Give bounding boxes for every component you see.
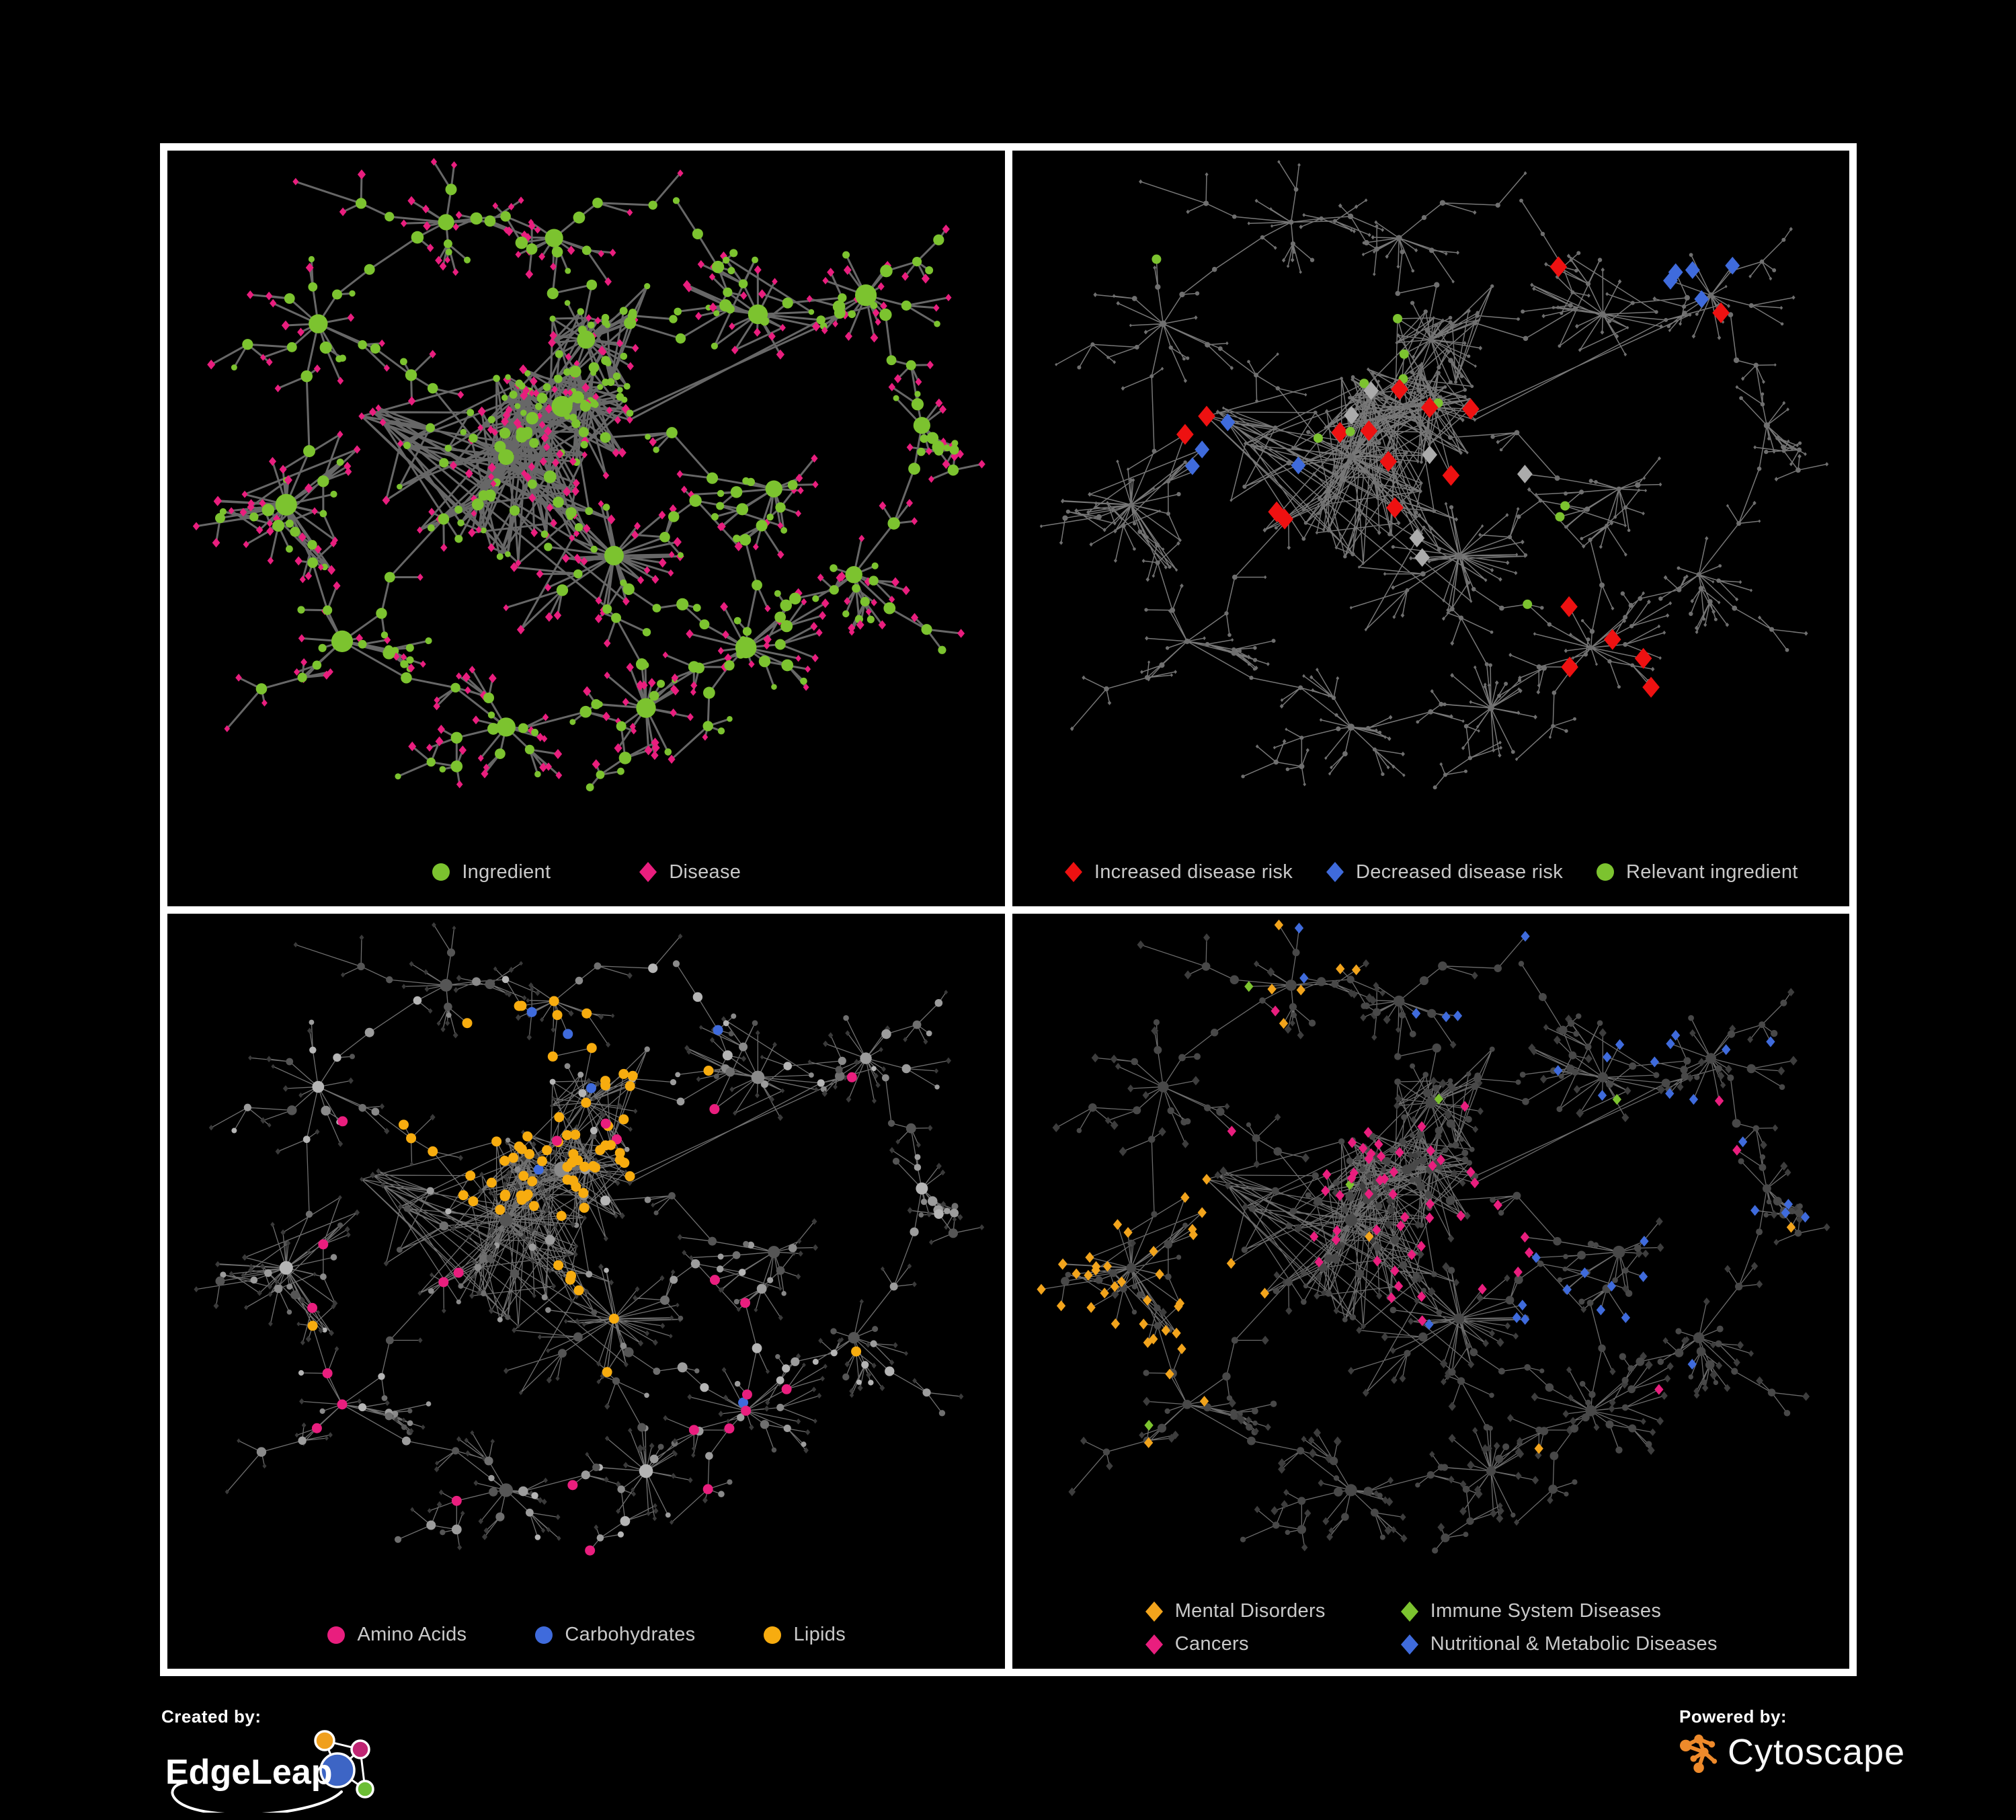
- edgeleap-glyph-nodes: [314, 1730, 374, 1798]
- legend-item-immune-system-diseases: Immune System Diseases: [1400, 1600, 1718, 1622]
- legend-item-relevant-ingredient: Relevant ingredient: [1595, 861, 1798, 883]
- edgeleap-wordmark: EdgeLeap: [165, 1753, 333, 1792]
- panel-disease-risk: Increased disease risk Decreased disease …: [1012, 151, 1850, 906]
- legend-label: Carbohydrates: [565, 1624, 696, 1645]
- legend-items: Increased disease risk Decreased disease …: [1063, 861, 1798, 883]
- diamond-swatch-icon: [1145, 1601, 1163, 1622]
- edges: [196, 924, 983, 1551]
- diamond-swatch-icon: [1400, 1634, 1418, 1655]
- disease-categories-legend: Mental Disorders Immune System Diseases Ca…: [1012, 1600, 1850, 1655]
- compound-classes-legend: Amino Acids Carbohydrates Lipids: [167, 1624, 1005, 1646]
- edgeleap-swoosh: [171, 1781, 343, 1813]
- powered-by-credit: Powered by:: [1679, 1706, 1905, 1773]
- diamond-swatch-icon: [1064, 862, 1082, 882]
- legend-label: Cancers: [1174, 1633, 1249, 1655]
- legend-item-carbohydrates: Carbohydrates: [534, 1624, 695, 1646]
- ingredient-disease-network: [192, 157, 985, 791]
- panel-disease-categories: Mental Disorders Immune System Diseases Ca…: [1012, 913, 1850, 1669]
- legend-label: Amino Acids: [357, 1624, 467, 1645]
- legend-item-cancers: Cancers: [1144, 1633, 1326, 1655]
- cytoscape-wordmark: Cytoscape: [1728, 1732, 1906, 1772]
- edgeleap-node-green: [356, 1780, 374, 1798]
- powered-by-label: Powered by:: [1679, 1706, 1787, 1727]
- legend-label: Relevant ingredient: [1626, 861, 1798, 883]
- disease-risk-legend: Increased disease risk Decreased disease …: [1012, 861, 1850, 883]
- disease-categories-network: [1036, 919, 1830, 1554]
- legend-label: Immune System Diseases: [1430, 1600, 1662, 1622]
- circle-swatch-icon: [327, 1626, 346, 1644]
- compound-classes-network: [194, 922, 985, 1556]
- circle-swatch-icon: [535, 1626, 553, 1644]
- legend-label: Nutritional & Metabolic Diseases: [1430, 1633, 1718, 1655]
- edgeleap-node-magenta: [350, 1739, 370, 1759]
- edges: [1040, 924, 1827, 1551]
- legend-item-mental-disorders: Mental Disorders: [1144, 1600, 1326, 1622]
- legend-item-increased-disease-risk: Increased disease risk: [1063, 861, 1293, 883]
- legend-label: Mental Disorders: [1174, 1600, 1326, 1622]
- legend-item-lipids: Lipids: [762, 1624, 846, 1646]
- circle-swatch-icon: [1597, 863, 1615, 881]
- legend-item-ingredient: Ingredient: [431, 861, 551, 883]
- edgeleap-logo: EdgeLeap: [165, 1730, 374, 1813]
- legend-items: Mental Disorders Immune System Diseases Ca…: [1144, 1600, 1718, 1655]
- legend-items: Ingredient Disease: [431, 861, 741, 883]
- diamond-swatch-icon: [639, 862, 657, 882]
- disease-risk-network: [1039, 159, 1828, 790]
- cytoscape-icon: [1679, 1734, 1718, 1773]
- network-panels: Ingredient Disease Increased disease risk…: [160, 143, 1857, 1676]
- diamond-swatch-icon: [1326, 862, 1344, 882]
- circle-swatch-icon: [764, 1626, 782, 1644]
- diamond-swatch-icon: [1145, 1634, 1163, 1655]
- created-by-label: Created by:: [161, 1706, 261, 1727]
- legend-label: Disease: [669, 861, 741, 883]
- panel-compound-classes: Amino Acids Carbohydrates Lipids: [167, 913, 1005, 1669]
- circle-swatch-icon: [432, 863, 450, 881]
- diamond-swatch-icon: [1400, 1601, 1418, 1622]
- legend-item-nutritional-metabolic-diseases: Nutritional & Metabolic Diseases: [1400, 1633, 1718, 1655]
- legend-label: Lipids: [793, 1624, 846, 1645]
- legend-label: Ingredient: [462, 861, 551, 883]
- legend-label: Decreased disease risk: [1356, 861, 1564, 883]
- edgeleap-node-orange: [314, 1730, 335, 1751]
- panel-ingredient-disease: Ingredient Disease: [167, 151, 1005, 906]
- created-by-credit: Created by: EdgeLeap: [161, 1706, 390, 1813]
- edgeleap-node-blue: [319, 1752, 356, 1788]
- edges: [1040, 161, 1827, 788]
- legend-item-decreased-disease-risk: Decreased disease risk: [1325, 861, 1563, 883]
- legend-label: Increased disease risk: [1094, 861, 1293, 883]
- legend-item-disease: Disease: [638, 861, 741, 883]
- legend-item-amino-acids: Amino Acids: [326, 1624, 467, 1646]
- legend-items: Amino Acids Carbohydrates Lipids: [326, 1624, 846, 1646]
- ingredient-disease-legend: Ingredient Disease: [167, 861, 1005, 883]
- cytoscape-lockup: Cytoscape: [1679, 1731, 1905, 1773]
